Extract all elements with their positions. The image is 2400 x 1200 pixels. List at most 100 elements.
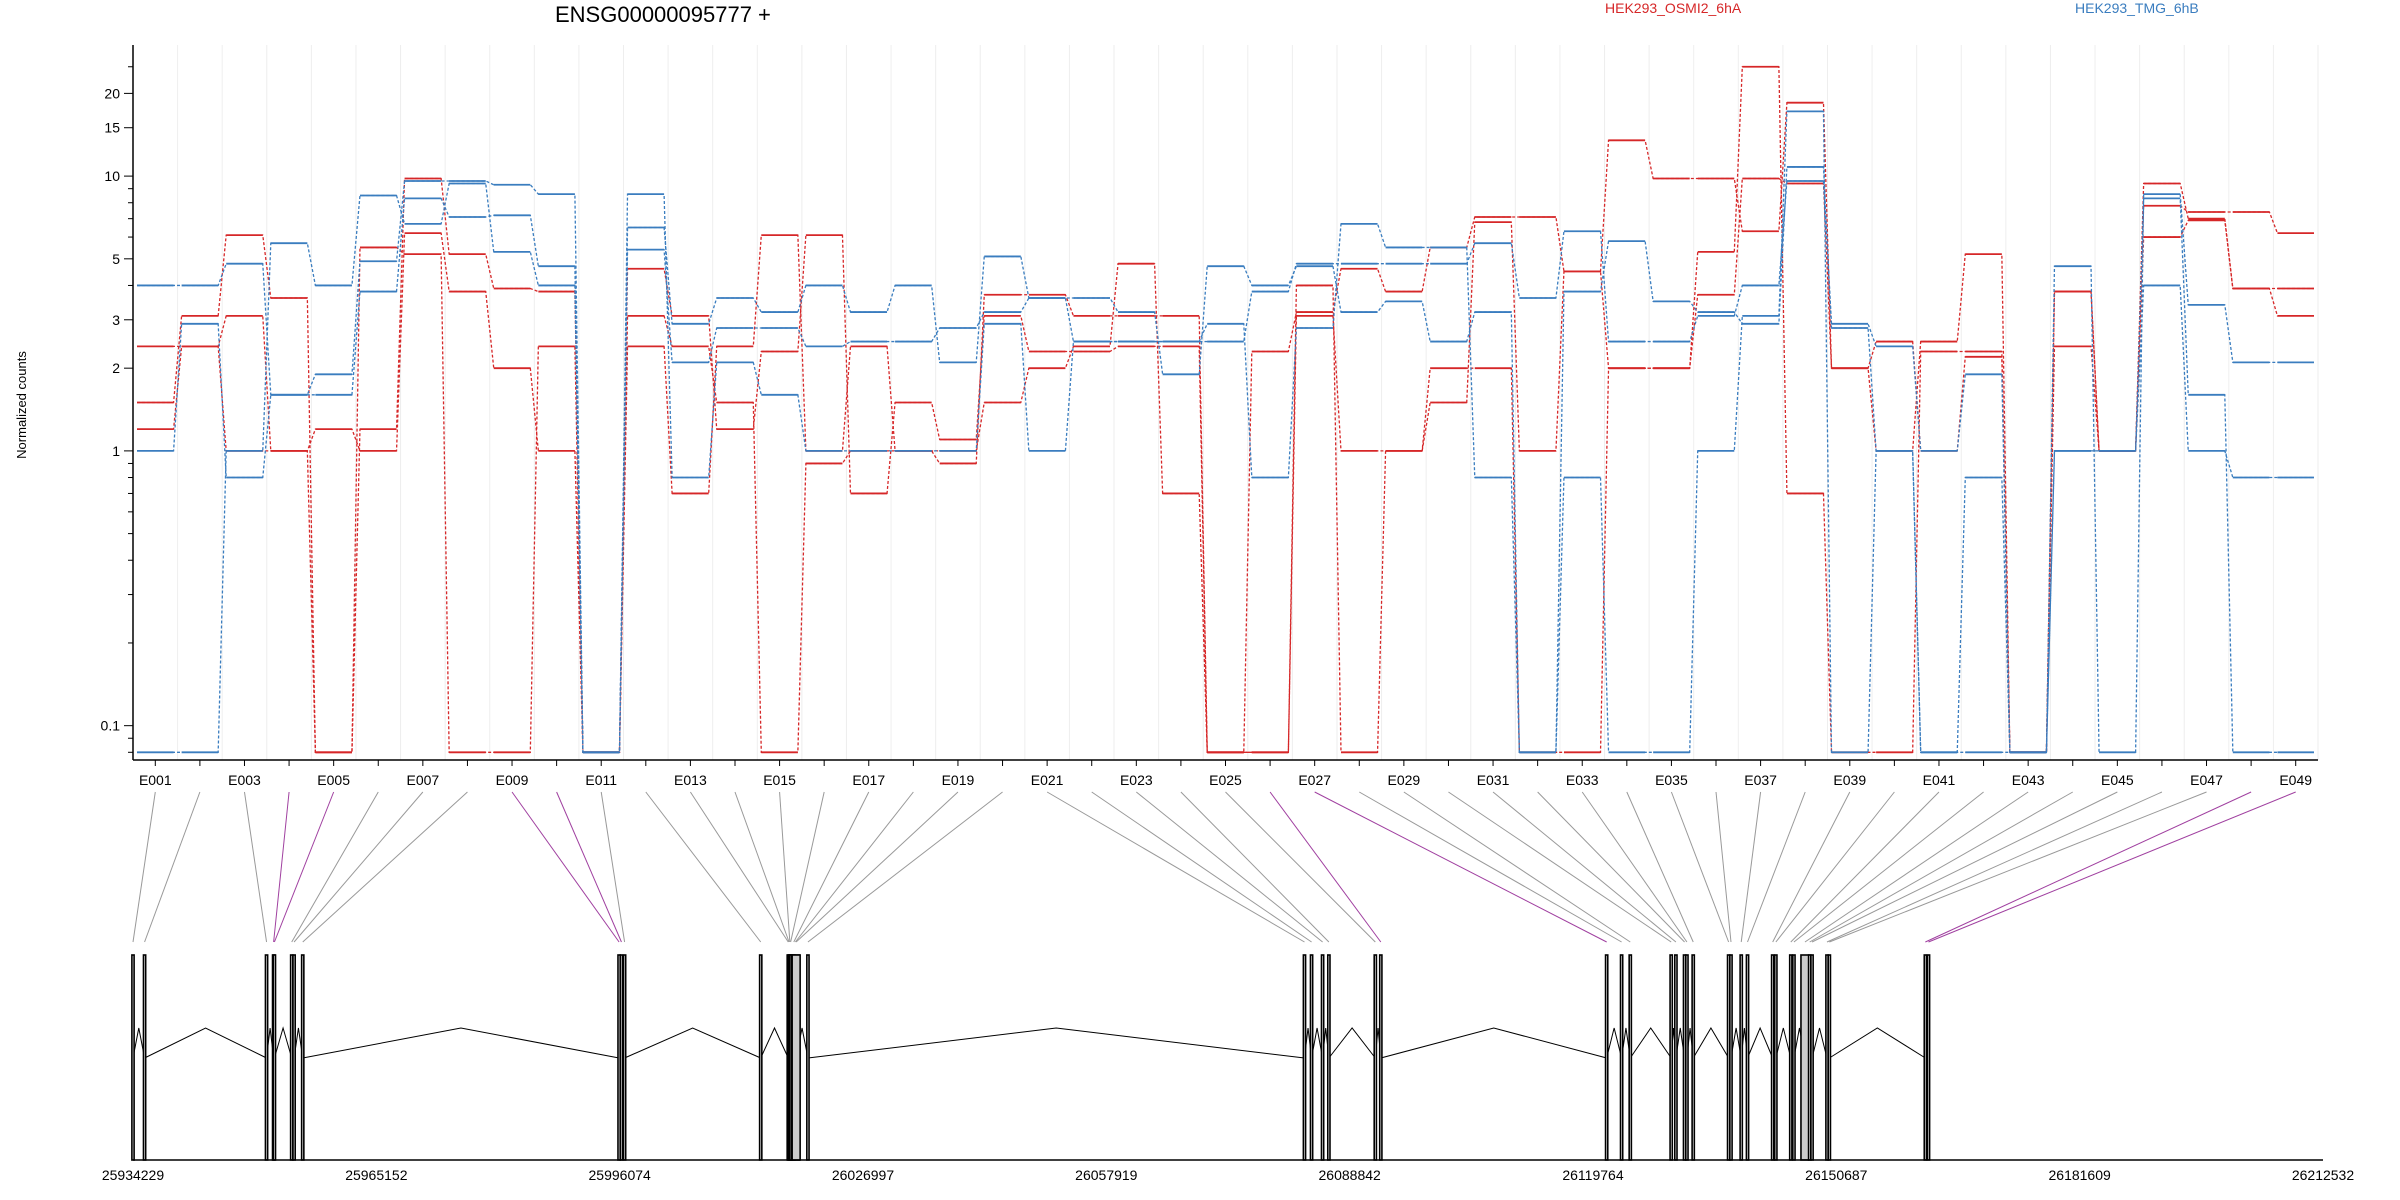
exon-connector <box>1626 791 1694 943</box>
intron-line <box>1692 1027 1730 1059</box>
y-tick-label: 2 <box>112 360 120 376</box>
exon-box <box>1685 954 1689 1161</box>
exon-connector <box>1448 791 1672 943</box>
series-line <box>137 166 2314 754</box>
genomic-tick-label: 26150687 <box>1805 1167 1868 1183</box>
intron-line <box>132 1027 146 1059</box>
exon-connector <box>1136 791 1323 943</box>
exon-label: E019 <box>942 772 975 788</box>
legend-label-tmg: HEK293_TMG_6hB <box>2075 0 2199 16</box>
y-tick-label: 15 <box>104 120 120 136</box>
exon-connector <box>291 791 379 943</box>
exon-connector <box>1314 791 1607 943</box>
exon-box <box>1739 954 1744 1161</box>
exon-box <box>1309 954 1314 1161</box>
exon-connector <box>790 791 825 943</box>
exon-label: E023 <box>1120 772 1153 788</box>
genomic-tick-label: 26119764 <box>1562 1167 1623 1183</box>
exon-label: E037 <box>1744 772 1777 788</box>
exon-label: E027 <box>1298 772 1331 788</box>
exon-label: E033 <box>1566 772 1599 788</box>
exon-box <box>1326 954 1331 1161</box>
exon-box <box>1923 954 1928 1161</box>
exon-box <box>1745 954 1750 1161</box>
exon-connector <box>794 791 914 943</box>
exon-label: E047 <box>2190 772 2223 788</box>
exon-label: E025 <box>1209 772 1242 788</box>
exon-connector <box>1809 791 2073 943</box>
exon-label: E039 <box>1833 772 1866 788</box>
intron-line <box>302 1027 620 1059</box>
series-path <box>137 110 2314 753</box>
series-path <box>137 166 2314 753</box>
exon-connector <box>1793 791 1984 943</box>
exon-label: E031 <box>1477 772 1510 788</box>
intron-line <box>760 1026 789 1059</box>
exon-box <box>1926 954 1931 1161</box>
exon-label: E011 <box>585 772 617 788</box>
exon-box <box>1770 954 1775 1161</box>
exon-label: E035 <box>1655 772 1688 788</box>
chart-title: ENSG00000095777 + <box>555 2 771 27</box>
exon-connector <box>1747 791 1806 943</box>
exon-label: E005 <box>317 772 350 788</box>
intron-line <box>1629 1027 1672 1059</box>
exon-box <box>264 954 269 1161</box>
y-tick-label: 0.1 <box>101 718 121 734</box>
series-path <box>137 180 2314 753</box>
exon-connector <box>689 791 789 943</box>
exon-box <box>1674 954 1678 1161</box>
exon-label: E045 <box>2101 772 2134 788</box>
exon-label: E021 <box>1031 772 1064 788</box>
exon-connector <box>1829 791 2207 943</box>
exon-box <box>1800 954 1810 1161</box>
intron-line <box>1811 1027 1828 1059</box>
series-lines <box>137 65 2314 754</box>
exon-label: E041 <box>1923 772 1956 788</box>
exon-connector <box>793 791 870 943</box>
exon-box <box>1320 954 1325 1161</box>
exon-connector <box>1928 791 2296 943</box>
intron-line <box>1747 1026 1774 1059</box>
exon-connector <box>1772 791 1851 943</box>
exon-label: E049 <box>2279 772 2312 788</box>
exon-label: E015 <box>763 772 796 788</box>
exon-connector <box>600 791 626 943</box>
exon-box <box>1373 954 1378 1161</box>
gene-model <box>131 954 1931 1161</box>
intron-line <box>1328 1027 1376 1059</box>
exon-connector <box>1740 791 1762 943</box>
exon-connector <box>1811 791 2118 943</box>
exon-label: E017 <box>852 772 885 788</box>
y-tick-label: 3 <box>112 312 120 328</box>
exon-connector <box>1804 791 2029 943</box>
genomic-tick-label: 26212532 <box>2292 1167 2355 1183</box>
series-line <box>137 101 2314 754</box>
exon-box <box>272 954 277 1161</box>
exon-box <box>622 954 627 1161</box>
exon-box <box>1773 954 1778 1161</box>
exon-box <box>806 954 810 1161</box>
y-axis-label: Normalized counts <box>14 351 29 459</box>
series-path <box>137 177 2314 753</box>
exon-box <box>758 954 763 1161</box>
intron-line <box>1829 1027 1926 1059</box>
exon-label: E009 <box>496 772 529 788</box>
genomic-axis: 25934229 25965152 25996074 26026997 26057919… <box>102 1159 2355 1183</box>
exon-connector-lines <box>132 791 2296 943</box>
series-line <box>137 180 2314 754</box>
exon-connector <box>273 791 290 943</box>
exon-connector <box>132 791 156 943</box>
exon-box <box>1302 954 1307 1161</box>
exon-connector <box>1925 791 2252 943</box>
exon-box <box>1792 954 1796 1161</box>
exon-box <box>1810 954 1814 1161</box>
exon-connector <box>1826 791 2163 943</box>
exon-box <box>1788 954 1793 1161</box>
exon-connector <box>511 791 620 943</box>
exon-connector <box>302 791 468 943</box>
exon-axis: E001 E003 E005 E007 E009 E011 E013 E015 E017 E019… <box>133 759 2318 788</box>
exon-connector <box>1670 791 1730 943</box>
genomic-tick-label: 26026997 <box>832 1167 895 1183</box>
exon-box <box>300 954 305 1161</box>
